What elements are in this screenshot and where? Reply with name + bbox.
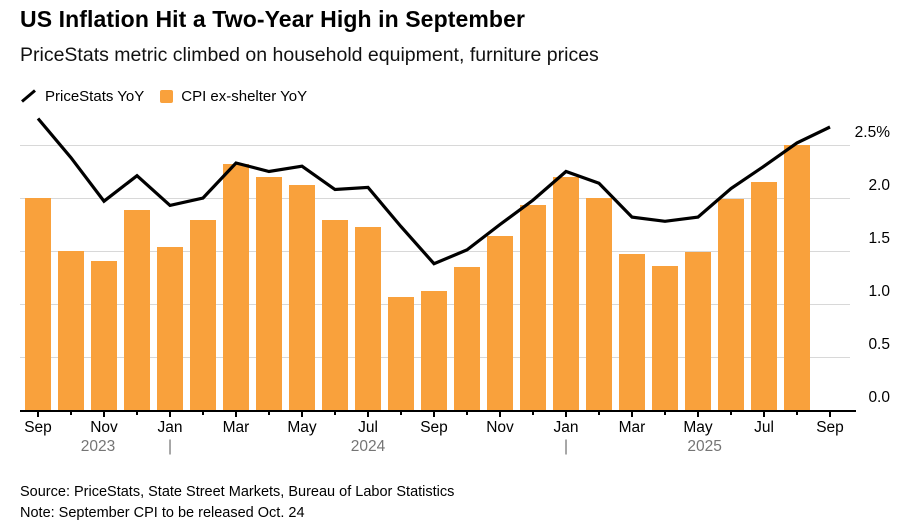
year-label: 2025 xyxy=(687,438,722,455)
legend-item-cpi: CPI ex-shelter YoY xyxy=(160,88,307,105)
x-tick xyxy=(301,412,303,417)
bar xyxy=(256,176,282,410)
bar xyxy=(553,176,579,410)
bar xyxy=(520,205,546,410)
x-tick-label: May xyxy=(683,419,713,436)
x-tick xyxy=(235,412,237,417)
bar xyxy=(157,246,183,410)
bar xyxy=(388,296,414,410)
x-tick xyxy=(37,412,39,417)
x-tick xyxy=(136,412,138,415)
y-tick-label: 2.0 xyxy=(868,177,890,194)
bar xyxy=(421,291,447,410)
x-axis xyxy=(20,410,856,412)
chart-footer: Source: PriceStats, State Street Markets… xyxy=(20,482,880,524)
x-tick xyxy=(565,412,567,417)
x-tick-label: Jan xyxy=(157,419,183,436)
x-tick xyxy=(70,412,72,415)
x-tick xyxy=(367,412,369,417)
x-tick-label: Jan xyxy=(553,419,579,436)
legend-label-pricestats: PriceStats YoY xyxy=(45,87,145,105)
page-subtitle: PriceStats metric climbed on household e… xyxy=(20,44,599,66)
bar xyxy=(25,198,51,410)
y-tick-label: 0.5 xyxy=(868,336,890,353)
bar xyxy=(619,254,645,410)
x-tick xyxy=(532,412,534,415)
year-separator: | xyxy=(563,438,569,455)
bar xyxy=(124,209,150,410)
bar xyxy=(355,226,381,410)
x-tick xyxy=(202,412,204,415)
x-tick-label: Nov xyxy=(486,419,514,436)
x-tick xyxy=(169,412,171,417)
x-tick xyxy=(730,412,732,415)
y-tick-label: 1.5 xyxy=(868,230,890,247)
year-label: 2024 xyxy=(350,438,386,455)
bar xyxy=(751,182,777,410)
x-tick xyxy=(829,412,831,417)
bar xyxy=(322,220,348,410)
bar xyxy=(91,260,117,410)
y-tick-label: 1.0 xyxy=(868,283,890,300)
bar xyxy=(685,252,711,410)
x-tick xyxy=(697,412,699,417)
year-label: 2023 xyxy=(80,438,116,455)
bar xyxy=(289,185,315,410)
x-tick-label: Mar xyxy=(618,419,646,436)
x-tick-label: Nov xyxy=(90,419,118,436)
line-series-icon xyxy=(21,89,36,103)
x-tick xyxy=(466,412,468,415)
x-tick-label: Sep xyxy=(816,419,844,436)
legend-item-pricestats: PriceStats YoY xyxy=(20,88,144,105)
x-tick-label: Mar xyxy=(222,419,250,436)
x-tick-label: Sep xyxy=(420,419,448,436)
x-tick-label: Jul xyxy=(358,419,378,436)
bar xyxy=(652,265,678,410)
grid-line xyxy=(20,145,850,146)
bar xyxy=(223,164,249,410)
x-tick xyxy=(631,412,633,417)
x-tick-label: Jul xyxy=(754,419,774,436)
x-tick-label: Sep xyxy=(24,419,52,436)
y-tick-label: 2.5% xyxy=(854,124,890,141)
bar xyxy=(586,198,612,410)
x-tick xyxy=(334,412,336,415)
bar xyxy=(487,236,513,410)
bar-series-swatch-icon xyxy=(160,89,174,103)
bar xyxy=(784,145,810,410)
bar xyxy=(718,199,744,410)
x-tick-label: May xyxy=(287,419,317,436)
x-tick xyxy=(400,412,402,415)
x-tick xyxy=(499,412,501,417)
source-line: Source: PriceStats, State Street Markets… xyxy=(20,484,455,500)
bar xyxy=(190,220,216,410)
x-tick xyxy=(763,412,765,417)
note-line: Note: September CPI to be released Oct. … xyxy=(20,505,305,521)
bar xyxy=(454,266,480,410)
chart-legend: PriceStats YoY CPI ex-shelter YoY xyxy=(20,87,307,105)
x-tick xyxy=(664,412,666,415)
x-tick xyxy=(433,412,435,417)
legend-label-cpi: CPI ex-shelter YoY xyxy=(181,87,308,105)
x-tick xyxy=(796,412,798,415)
y-tick-label: 0.0 xyxy=(868,389,890,406)
x-tick xyxy=(598,412,600,415)
pricestats-line-path xyxy=(36,117,831,266)
x-tick xyxy=(268,412,270,415)
x-tick xyxy=(103,412,105,417)
year-separator: | xyxy=(167,438,173,455)
page-title: US Inflation Hit a Two-Year High in Sept… xyxy=(20,6,526,32)
bar xyxy=(58,251,84,410)
